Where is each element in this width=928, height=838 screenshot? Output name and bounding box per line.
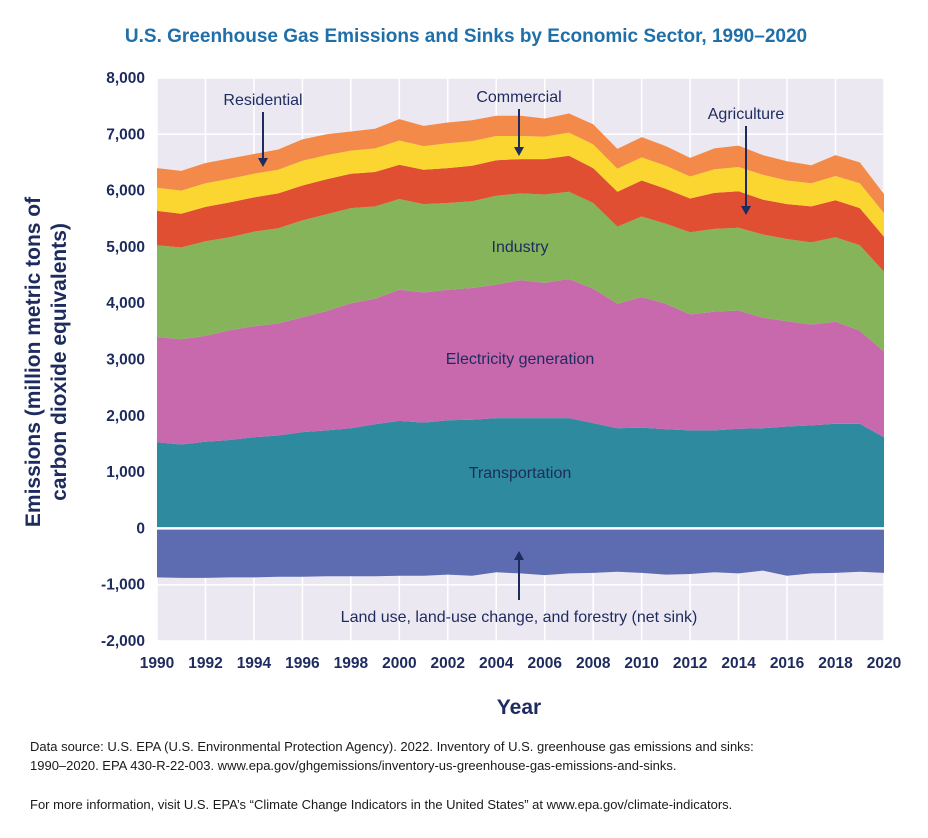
area-commercial (157, 132, 884, 237)
commercial-arrow-head (514, 147, 524, 156)
area-residential (157, 113, 884, 214)
area-industry (157, 191, 884, 352)
y-axis-title-line2: carbon dioxide equivalents) (48, 223, 71, 501)
label-residential: Residential (223, 92, 302, 109)
chart-title: U.S. Greenhouse Gas Emissions and Sinks … (125, 26, 807, 47)
x-tick-label: 2020 (867, 655, 901, 672)
series-annotations: Residential Commercial Agriculture Indus… (223, 89, 784, 626)
data-source-note: Data source: U.S. EPA (U.S. Environmenta… (30, 737, 910, 775)
residential-arrow-head (258, 158, 268, 167)
y-tick-label: 7,000 (106, 126, 145, 143)
x-tick-label: 2014 (721, 655, 756, 672)
stacked-areas (157, 113, 884, 578)
label-electricity: Electricity generation (446, 351, 595, 368)
data-source-line2: 1990–2020. EPA 430-R-22-003. www.epa.gov… (30, 758, 677, 773)
sink-arrow-head (514, 551, 524, 560)
y-axis-title-line1: Emissions (million metric tons of (22, 196, 45, 527)
x-tick-label: 2008 (576, 655, 611, 672)
y-tick-label: 2,000 (106, 408, 145, 425)
area-electricity (157, 279, 884, 445)
x-tick-label: 1994 (237, 655, 272, 672)
y-tick-label: -2,000 (101, 633, 145, 650)
label-industry: Industry (492, 239, 549, 256)
x-tick-label: 2012 (673, 655, 707, 672)
x-tick-label: 2000 (382, 655, 416, 672)
y-tick-label: 3,000 (106, 352, 145, 369)
y-tick-label: 6,000 (106, 183, 145, 200)
y-axis-title: Emissions (million metric tons of carbon… (22, 196, 71, 527)
more-info-note: For more information, visit U.S. EPA’s “… (30, 797, 733, 812)
y-tick-label: 8,000 (106, 70, 145, 87)
x-tick-label: 2004 (479, 655, 514, 672)
y-tick-label: 1,000 (106, 464, 145, 481)
area-sink (157, 528, 884, 578)
x-tick-label: 2010 (624, 655, 658, 672)
area-transportation (157, 418, 884, 529)
y-axis-ticks: 8,000 7,000 6,000 5,000 4,000 3,000 2,000 1,000… (101, 70, 145, 650)
x-tick-label: 1996 (285, 655, 320, 672)
label-agriculture: Agriculture (708, 106, 785, 123)
x-tick-label: 1990 (140, 655, 174, 672)
label-transportation: Transportation (469, 465, 572, 482)
label-commercial: Commercial (476, 89, 561, 106)
x-tick-label: 1992 (188, 655, 222, 672)
x-tick-label: 2016 (770, 655, 805, 672)
x-tick-label: 2002 (431, 655, 465, 672)
x-tick-label: 2006 (527, 655, 562, 672)
data-source-line1: Data source: U.S. EPA (U.S. Environmenta… (30, 739, 754, 754)
y-tick-label: 4,000 (106, 295, 145, 312)
y-tick-label: 0 (136, 520, 145, 537)
y-tick-label: 5,000 (106, 239, 145, 256)
area-agriculture (157, 155, 884, 272)
y-tick-label: -1,000 (101, 577, 145, 594)
label-sink: Land use, land-use change, and forestry … (341, 609, 698, 626)
x-tick-label: 1998 (334, 655, 369, 672)
x-tick-label: 2018 (818, 655, 853, 672)
agriculture-arrow-head (741, 206, 751, 215)
x-axis-ticks: 1990 1992 1994 1996 1998 2000 2002 2004 2006 2008… (140, 655, 901, 672)
x-axis-title: Year (497, 696, 541, 719)
